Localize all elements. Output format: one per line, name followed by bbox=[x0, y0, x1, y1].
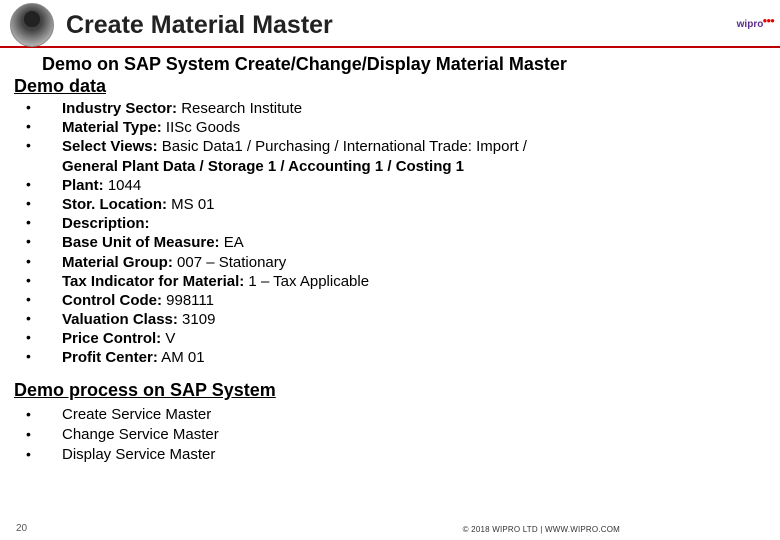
demo-item-label: Tax Indicator for Material: bbox=[62, 273, 244, 290]
demo-data-item: Plant: 1044 bbox=[26, 176, 766, 195]
copyright-text: © 2018 WIPRO LTD | WWW.WIPRO.COM bbox=[463, 525, 620, 534]
demo-item-value: MS 01 bbox=[167, 196, 215, 213]
page-number: 20 bbox=[16, 523, 27, 534]
demo-data-item: Material Type: IISc Goods bbox=[26, 118, 766, 137]
demo-item-value: 007 – Stationary bbox=[173, 254, 286, 271]
demo-data-item: Industry Sector: Research Institute bbox=[26, 99, 766, 118]
demo-item-label: Industry Sector: bbox=[62, 100, 177, 117]
demo-data-item: General Plant Data / Storage 1 / Account… bbox=[26, 157, 766, 176]
demo-item-value: General Plant Data / Storage 1 / Account… bbox=[62, 158, 464, 175]
slide-header: Create Material Master wipro ●●● bbox=[0, 0, 780, 48]
demo-item-label: Description: bbox=[62, 215, 150, 232]
process-list: Create Service MasterChange Service Mast… bbox=[14, 405, 766, 466]
demo-data-item: Valuation Class: 3109 bbox=[26, 310, 766, 329]
process-item: Change Service Master bbox=[26, 425, 766, 445]
demo-item-label: Control Code: bbox=[62, 292, 162, 309]
slide-content: Demo on SAP System Create/Change/Display… bbox=[0, 48, 780, 465]
demo-item-value: 998111 bbox=[162, 292, 214, 309]
demo-item-label: Select Views: bbox=[62, 138, 158, 155]
demo-item-label: Valuation Class: bbox=[62, 311, 178, 328]
institute-logo-icon bbox=[10, 3, 54, 47]
demo-item-label: Plant: bbox=[62, 177, 104, 194]
demo-item-label: Material Group: bbox=[62, 254, 173, 271]
process-item: Create Service Master bbox=[26, 405, 766, 425]
demo-item-value: 1 – Tax Applicable bbox=[244, 273, 369, 290]
demo-item-value: Research Institute bbox=[177, 100, 302, 117]
demo-data-heading: Demo data bbox=[14, 76, 766, 97]
demo-item-value: Basic Data1 / Purchasing / International… bbox=[158, 138, 527, 155]
wipro-logo-icon: wipro ●●● bbox=[730, 11, 770, 39]
demo-item-label: Price Control: bbox=[62, 330, 161, 347]
slide-title: Create Material Master bbox=[66, 11, 730, 40]
demo-data-item: Control Code: 998111 bbox=[26, 291, 766, 310]
demo-item-value: 1044 bbox=[104, 177, 142, 194]
wipro-logo-text: wipro bbox=[737, 19, 764, 30]
demo-item-value: IISc Goods bbox=[162, 119, 240, 136]
demo-data-item: Select Views: Basic Data1 / Purchasing /… bbox=[26, 137, 766, 156]
demo-item-label: Base Unit of Measure: bbox=[62, 234, 220, 251]
demo-data-list: Industry Sector: Research InstituteMater… bbox=[14, 99, 766, 368]
demo-item-label: Profit Center: bbox=[62, 349, 158, 366]
demo-item-value: 3109 bbox=[178, 311, 216, 328]
demo-title: Demo on SAP System Create/Change/Display… bbox=[14, 54, 766, 75]
demo-data-item: Price Control: V bbox=[26, 329, 766, 348]
demo-item-label: Material Type: bbox=[62, 119, 162, 136]
demo-data-item: Base Unit of Measure: EA bbox=[26, 233, 766, 252]
process-item: Display Service Master bbox=[26, 445, 766, 465]
demo-data-item: Tax Indicator for Material: 1 – Tax Appl… bbox=[26, 272, 766, 291]
demo-data-item: Profit Center: AM 01 bbox=[26, 348, 766, 367]
demo-item-value: V bbox=[161, 330, 175, 347]
wipro-dots-icon: ●●● bbox=[763, 7, 775, 35]
demo-item-value: EA bbox=[220, 234, 244, 251]
demo-data-item: Description: bbox=[26, 214, 766, 233]
process-heading: Demo process on SAP System bbox=[14, 380, 766, 401]
demo-item-value: AM 01 bbox=[158, 349, 205, 366]
demo-item-label: Stor. Location: bbox=[62, 196, 167, 213]
demo-data-item: Material Group: 007 – Stationary bbox=[26, 253, 766, 272]
demo-data-item: Stor. Location: MS 01 bbox=[26, 195, 766, 214]
